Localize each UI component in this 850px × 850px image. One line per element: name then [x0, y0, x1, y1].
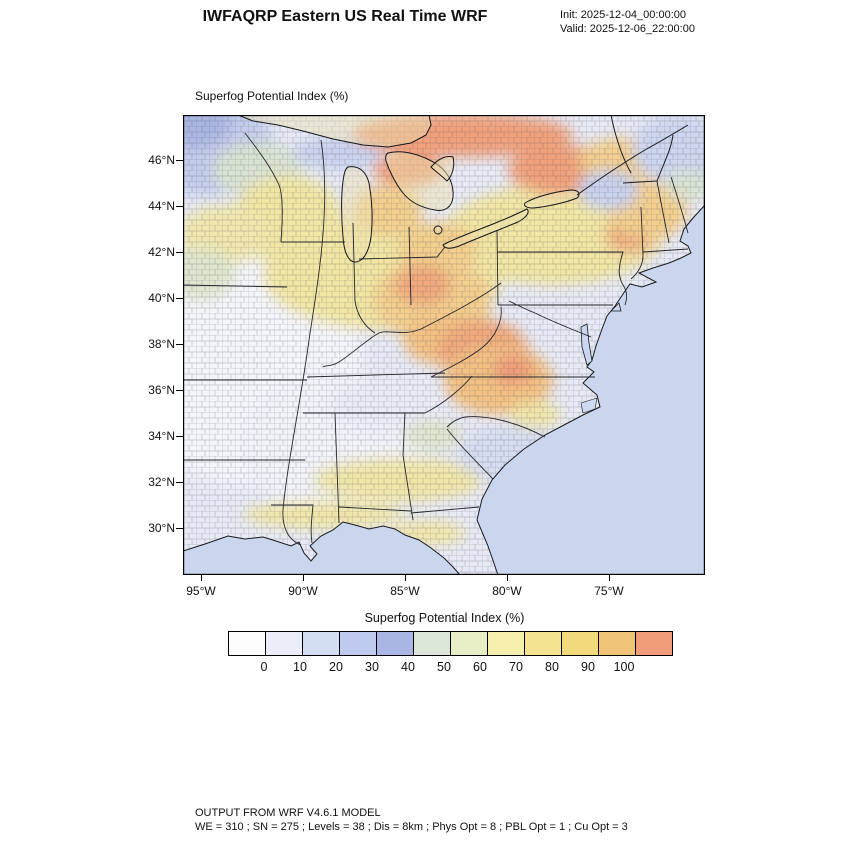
lat-tick-label: 42°N [148, 245, 175, 259]
colorbar-swatch [561, 631, 599, 656]
lat-tick-label: 40°N [148, 291, 175, 305]
georgian-bay [430, 156, 455, 182]
lat-tick-mark [176, 344, 183, 345]
lat-tick-label: 38°N [148, 337, 175, 351]
lon-tick-label: 85°W [390, 584, 420, 598]
page-title: IWFAQRP Eastern US Real Time WRF [202, 8, 488, 25]
colorbar-labels: 0 10 20 30 40 50 60 70 80 90 100 [228, 660, 661, 676]
lat-tick-mark [176, 206, 183, 207]
footer-model-line: OUTPUT FROM WRF V4.6.1 MODEL [195, 807, 381, 819]
lake-huron [385, 151, 454, 211]
state-borders [182, 132, 689, 546]
colorbar-tick-label: 40 [401, 660, 415, 674]
colorbar-swatch [265, 631, 303, 656]
lat-tick-label: 32°N [148, 475, 175, 489]
colorbar-swatch [302, 631, 340, 656]
colorbar-swatch [376, 631, 414, 656]
canada-borders [576, 114, 689, 196]
lat-tick-label: 44°N [148, 199, 175, 213]
lat-tick-label: 30°N [148, 521, 175, 535]
lake-michigan [341, 166, 373, 263]
lon-tick-label: 90°W [288, 584, 318, 598]
lat-tick-mark [176, 436, 183, 437]
lake-erie [442, 208, 529, 249]
lon-tick-mark [507, 575, 508, 581]
colorbar [228, 631, 673, 656]
lon-tick-label: 80°W [492, 584, 522, 598]
lat-tick-mark [176, 482, 183, 483]
lat-tick-label: 46°N [148, 153, 175, 167]
colorbar-swatch [413, 631, 451, 656]
lake-ontario [524, 189, 580, 209]
colorbar-swatch [450, 631, 488, 656]
lon-tick-mark [609, 575, 610, 581]
init-valid-block: Init: 2025-12-04_00:00:00 Valid: 2025-12… [560, 8, 695, 36]
colorbar-swatch [635, 631, 673, 656]
colorbar-tick-label: 90 [581, 660, 595, 674]
gulf-of-mexico [182, 521, 462, 576]
atlantic-ocean [476, 203, 706, 576]
lon-tick-mark [405, 575, 406, 581]
pamlico-sound [580, 397, 598, 414]
lat-tick-mark [176, 160, 183, 161]
lat-tick-mark [176, 528, 183, 529]
colorbar-tick-label: 50 [437, 660, 451, 674]
delaware-bay [610, 302, 622, 312]
colorbar-tick-label: 100 [613, 660, 635, 674]
lat-tick-mark [176, 390, 183, 391]
lon-tick-label: 95°W [186, 584, 216, 598]
superfog-map [123, 95, 723, 576]
lat-tick-label: 36°N [148, 383, 175, 397]
field-title: Superfog Potential Index (%) [195, 89, 349, 103]
great-lakes [237, 114, 580, 263]
map-area [123, 95, 723, 576]
colorbar-swatch [524, 631, 562, 656]
colorbar-tick-label: 30 [365, 660, 379, 674]
colorbar-title: Superfog Potential Index (%) [364, 611, 525, 625]
colorbar-tick-label: 60 [473, 660, 487, 674]
valid-time-label: Valid: 2025-12-06_22:00:00 [560, 23, 695, 35]
lon-tick-label: 75°W [594, 584, 624, 598]
colorbar-tick-label: 0 [260, 660, 268, 674]
colorbar-swatch [598, 631, 636, 656]
colorbar-swatch [228, 631, 266, 656]
colorbar-swatch [487, 631, 525, 656]
colorbar-tick-label: 70 [509, 660, 523, 674]
lake-superior [237, 114, 432, 148]
lon-tick-mark [303, 575, 304, 581]
lon-tick-mark [201, 575, 202, 581]
init-time-label: Init: 2025-12-04_00:00:00 [560, 9, 686, 21]
colorbar-tick-label: 80 [545, 660, 559, 674]
lake-st-clair [433, 225, 443, 235]
colorbar-tick-label: 10 [293, 660, 307, 674]
lat-tick-mark [176, 298, 183, 299]
colorbar-swatch [339, 631, 377, 656]
lat-tick-label: 34°N [148, 429, 175, 443]
footer-config-line: WE = 310 ; SN = 275 ; Levels = 38 ; Dis … [195, 821, 628, 833]
colorbar-tick-label: 20 [329, 660, 343, 674]
lat-tick-mark [176, 252, 183, 253]
map-frame [183, 115, 705, 575]
